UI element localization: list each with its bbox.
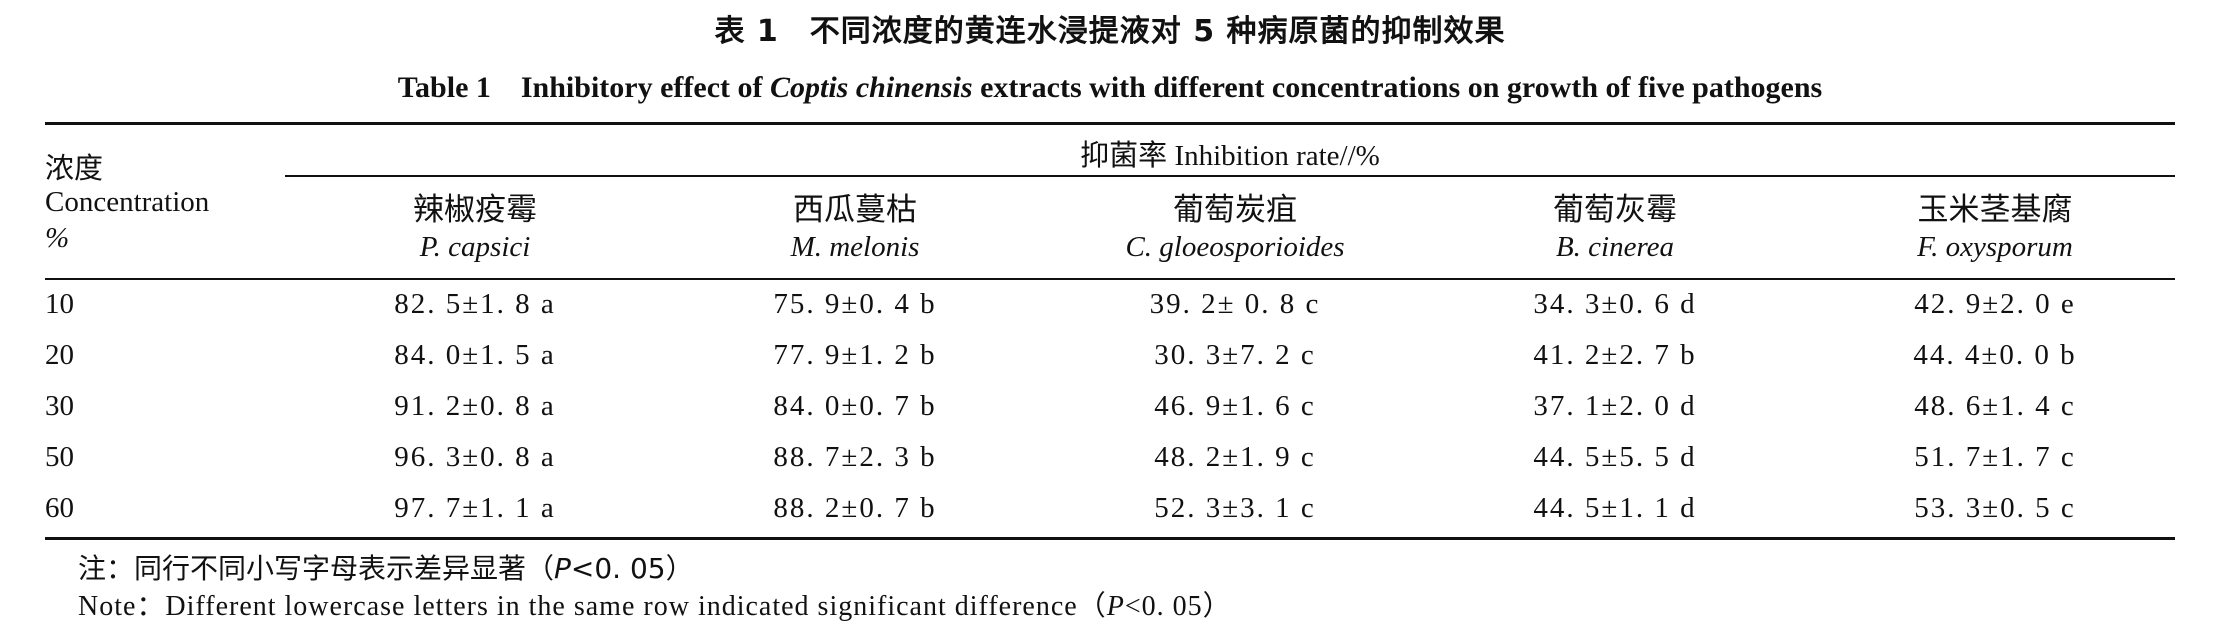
note-en-prefix: Note：Different lowercase letters in the … [78,591,1107,622]
note-cn-p: P [554,552,571,585]
column-header-sci: B. cinerea [1555,231,1675,263]
bottom-rule [45,537,2175,540]
title-en-suffix: extracts with different concentrations o… [972,71,1823,104]
note-cn-prefix: 注：同行不同小写字母表示差异显著（ [78,552,555,585]
table-cell: 41. 2±2. 7 b [1533,339,1697,371]
column-header-cn: 玉米茎基腐 [1917,192,2073,228]
table-cell: 91. 2±0. 8 a [394,390,556,422]
table-note-cn: 注：同行不同小写字母表示差异显著（P<0. 05） [78,547,694,587]
table-cell: 88. 7±2. 3 b [773,441,937,473]
row-concentration: 20 [45,339,74,371]
column-header-sci: F. oxysporum [1917,231,2073,263]
column-header-sci: M. melonis [790,231,920,263]
table-cell: 84. 0±1. 5 a [394,339,556,371]
table-cell: 37. 1±2. 0 d [1533,390,1697,422]
spanner-cn: 抑菌率 [1080,138,1168,172]
table-cell: 82. 5±1. 8 a [394,288,556,320]
title-en-prefix: Table 1 Inhibitory effect of [397,71,770,104]
column-header-cn: 葡萄炭疽 [1173,192,1297,228]
stub-header-cn: 浓度 [45,151,104,185]
table-cell: 44. 5±5. 5 d [1533,441,1697,473]
table-cell: 75. 9±0. 4 b [773,288,937,320]
row-concentration: 60 [45,492,74,524]
column-header-3: 葡萄炭疽 C. gloeosporioides [1045,0,1425,264]
table-cell: 46. 9±1. 6 c [1154,390,1316,422]
column-header-sci: P. capsici [419,231,531,263]
row-concentration: 30 [45,390,74,422]
column-header-cn: 葡萄灰霉 [1553,192,1677,228]
table-cell: 44. 4±0. 0 b [1913,339,2077,371]
row-concentration: 10 [45,288,74,320]
title-en-species: Coptis chinensis [770,71,973,104]
table-cell: 42. 9±2. 0 e [1914,288,2076,320]
note-en-p: P [1106,591,1125,622]
table-note-en: Note：Different lowercase letters in the … [78,584,1232,624]
column-header-sci: C. gloeosporioides [1125,231,1345,263]
top-rule [45,122,2175,125]
column-header-1: 辣椒疫霉 P. capsici [285,0,665,264]
table-cell: 30. 3±7. 2 c [1154,339,1316,371]
table-cell: 39. 2± 0. 8 c [1149,288,1321,320]
spanner-header: 抑菌率 Inhibition rate//% [285,132,2175,174]
row-concentration: 50 [45,441,74,473]
table-cell: 88. 2±0. 7 b [773,492,937,524]
table-cell: 84. 0±0. 7 b [773,390,937,422]
column-header-2: 西瓜蔓枯 M. melonis [665,0,1045,264]
header-rule [45,278,2175,280]
table-cell: 51. 7±1. 7 c [1914,441,2076,473]
column-header-cn: 辣椒疫霉 [413,192,537,228]
spanner-en: Inhibition rate//% [1174,140,1380,172]
column-header-5: 玉米茎基腐 F. oxysporum [1805,0,2185,264]
column-header-4: 葡萄灰霉 B. cinerea [1425,0,1805,264]
note-cn-suffix: <0. 05） [570,552,694,585]
stub-header-en: Concentration [45,186,210,218]
table-cell: 97. 7±1. 1 a [394,492,556,524]
table-cell: 77. 9±1. 2 b [773,339,937,371]
table-cell: 48. 6±1. 4 c [1914,390,2076,422]
table-cell: 52. 3±3. 1 c [1154,492,1316,524]
table-cell: 34. 3±0. 6 d [1533,288,1697,320]
table-cell: 44. 5±1. 1 d [1533,492,1697,524]
stub-header-unit: % [45,222,70,254]
table-cell: 96. 3±0. 8 a [394,441,556,473]
spanner-rule [285,175,2175,177]
table-cell: 48. 2±1. 9 c [1154,441,1316,473]
table-title-cn: 表 1 不同浓度的黄连水浸提液对 5 种病原菌的抑制效果 [714,14,1506,49]
note-en-suffix: <0. 05） [1124,591,1232,622]
table-cell: 53. 3±0. 5 c [1914,492,2076,524]
column-header-cn: 西瓜蔓枯 [793,192,917,228]
table-title-en: Table 1 Inhibitory effect of Coptis chin… [0,62,2220,106]
